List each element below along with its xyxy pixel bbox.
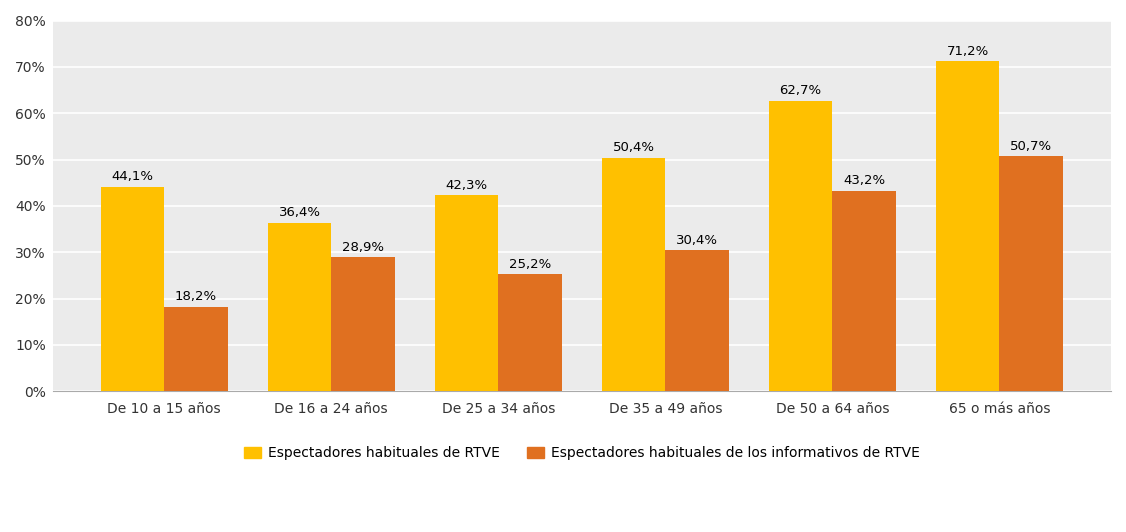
Bar (665, 251, 729, 391)
Legend: Espectadores habituales de RTVE, Espectadores habituales de los informativos de : Espectadores habituales de RTVE, Especta… (239, 441, 926, 466)
Text: 18,2%: 18,2% (175, 290, 217, 303)
Text: 25,2%: 25,2% (509, 258, 552, 271)
Text: 28,9%: 28,9% (342, 240, 384, 254)
Text: 43,2%: 43,2% (843, 174, 885, 187)
Text: 71,2%: 71,2% (947, 45, 989, 57)
Text: 42,3%: 42,3% (446, 179, 488, 192)
Text: 62,7%: 62,7% (779, 84, 822, 97)
Bar (331, 257, 395, 391)
Bar (832, 191, 896, 391)
Bar (101, 187, 164, 391)
Text: 50,7%: 50,7% (1010, 139, 1052, 153)
Text: 50,4%: 50,4% (613, 141, 654, 154)
Text: 44,1%: 44,1% (111, 170, 153, 183)
Bar (769, 101, 832, 391)
Text: 30,4%: 30,4% (676, 234, 718, 247)
Bar (602, 157, 665, 391)
Bar (936, 61, 1000, 391)
Text: 36,4%: 36,4% (278, 206, 321, 219)
Bar (268, 222, 331, 391)
Bar (499, 275, 562, 391)
Bar (435, 195, 499, 391)
Bar (164, 307, 227, 391)
Bar (1000, 156, 1063, 391)
